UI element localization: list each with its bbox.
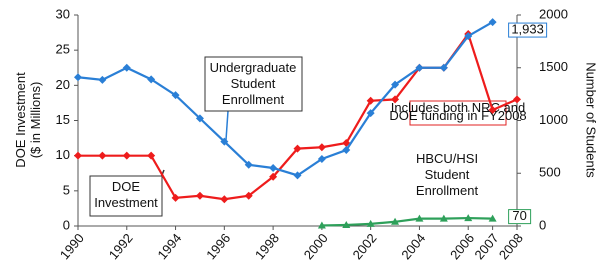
data-label: 1,933 [511,22,544,37]
point [342,139,351,148]
annotation-box [408,148,486,202]
point [366,109,375,118]
annotation-line: DOE funding in FY2008 [389,108,526,123]
point [415,214,424,222]
y-axis-label-line: DOE Investment [13,72,28,168]
point [195,114,204,123]
annotation-line: Student [231,76,276,91]
y2-tick-label: 0 [539,217,546,232]
y-tick-label: 25 [56,42,70,57]
point [391,95,400,104]
point [195,191,204,200]
y-tick-label: 20 [56,77,70,92]
y-tick-label: 0 [63,217,70,232]
y2-tick-label: 1500 [539,59,568,74]
y2-tick-label: 500 [539,165,561,180]
series-line [77,21,494,177]
point [439,63,448,72]
annotation-line: Enrollment [222,92,285,107]
point [74,73,82,82]
point [317,221,326,229]
point [269,163,278,172]
annotation-line: Undergraduate [210,60,297,75]
y2-axis-label: Number of Students [584,62,599,178]
point [147,151,156,160]
annotation-line: Student [425,167,470,182]
y-tick-label: 15 [56,112,70,127]
annotation-line: DOE [112,179,141,194]
point [122,151,131,160]
annotation-box [89,175,163,217]
y-axis-label: DOE Investment($ in Millions) [13,72,43,168]
annotation-line: Enrollment [416,183,479,198]
point [366,219,375,227]
point [171,193,180,202]
point [269,172,278,181]
point [293,171,302,180]
data-label-box [508,209,532,225]
annotation-line: Investment [94,195,158,210]
point [488,18,497,27]
point [220,195,229,204]
annotation: Undergraduate Student Enrollment [210,60,297,107]
point [342,220,351,228]
annotation-box [204,56,303,112]
point [171,91,180,100]
data-label: 70 [512,208,526,223]
point [244,160,253,169]
point [122,63,131,72]
point [464,214,473,222]
point [98,75,107,84]
point [464,32,473,41]
point [220,137,229,146]
y2-tick-label: 1000 [539,112,568,127]
point [317,155,326,164]
annotation-line: HBCU/HSI [416,151,478,166]
point [391,80,400,89]
point [342,146,351,155]
point [366,96,375,105]
annotation: HBCU/HSI Student Enrollment [416,151,479,198]
data-label-box [508,22,548,38]
point [317,143,326,152]
y-axis-label-line: ($ in Millions) [28,82,43,159]
annotation-arrow [225,110,229,141]
y2-tick-label: 2000 [539,6,568,21]
point [415,63,424,72]
series-line [321,216,493,227]
y-tick-label: 30 [56,6,70,21]
point [244,191,253,200]
y-tick-label: 5 [63,182,70,197]
point [98,151,107,160]
point [488,214,497,222]
point [391,217,400,225]
y-tick-label: 10 [56,147,70,162]
annotation: DOE Investment [94,179,158,210]
point [147,75,156,84]
point [293,144,302,153]
point [488,105,497,114]
point [439,214,448,222]
point [513,95,521,104]
point [74,151,82,160]
